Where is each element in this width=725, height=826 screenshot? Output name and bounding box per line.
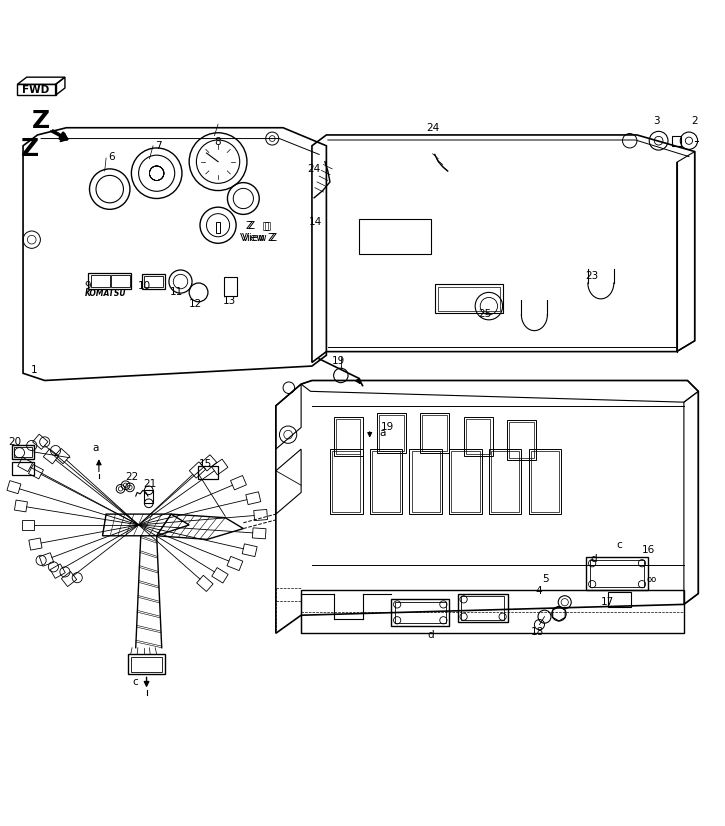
Bar xyxy=(590,560,645,587)
Text: 11: 11 xyxy=(170,287,183,297)
Text: 23: 23 xyxy=(585,271,598,281)
Bar xyxy=(130,657,162,672)
Bar xyxy=(379,415,404,450)
Bar xyxy=(370,449,402,514)
Text: 21: 21 xyxy=(143,479,156,489)
Text: Z: Z xyxy=(32,108,50,132)
Bar xyxy=(463,416,492,456)
Bar xyxy=(420,413,449,453)
Text: Z   视: Z 视 xyxy=(247,221,270,230)
Bar xyxy=(111,275,130,287)
Text: 8: 8 xyxy=(215,137,221,147)
Text: 15: 15 xyxy=(199,458,212,468)
Bar xyxy=(435,284,503,313)
Bar xyxy=(423,415,447,450)
Bar xyxy=(372,451,400,512)
Bar xyxy=(452,451,479,512)
Text: 20: 20 xyxy=(8,437,21,447)
Bar xyxy=(91,275,109,287)
Text: 18: 18 xyxy=(531,627,544,637)
Bar xyxy=(450,449,481,514)
Text: 12: 12 xyxy=(188,299,202,309)
Bar xyxy=(14,447,32,457)
Text: FWD: FWD xyxy=(22,85,50,95)
Text: 13: 13 xyxy=(223,296,236,306)
Bar xyxy=(88,273,131,289)
Text: 16: 16 xyxy=(642,545,655,555)
Bar xyxy=(489,449,521,514)
Text: 24: 24 xyxy=(426,123,439,133)
Text: 6: 6 xyxy=(108,152,115,163)
Text: 10: 10 xyxy=(138,281,151,291)
Bar xyxy=(392,599,450,626)
Bar xyxy=(395,601,446,623)
Bar xyxy=(507,420,536,460)
Bar xyxy=(457,594,508,623)
Text: View Z: View Z xyxy=(242,233,278,243)
Bar xyxy=(332,451,360,512)
Bar xyxy=(12,444,34,459)
Bar xyxy=(359,220,431,254)
Text: 25: 25 xyxy=(478,309,492,319)
Bar xyxy=(198,467,218,479)
Bar xyxy=(491,451,519,512)
Bar xyxy=(410,449,442,514)
Bar xyxy=(587,558,647,590)
Text: a: a xyxy=(379,428,386,439)
Bar xyxy=(216,222,220,233)
Text: 4: 4 xyxy=(535,586,542,596)
Bar xyxy=(334,416,362,456)
Bar xyxy=(460,596,504,620)
Bar xyxy=(224,278,237,296)
Text: 9: 9 xyxy=(84,281,91,291)
Text: Z: Z xyxy=(21,137,39,161)
Text: d: d xyxy=(427,629,434,639)
Bar xyxy=(608,592,631,606)
Text: oo: oo xyxy=(646,575,657,584)
Text: 3: 3 xyxy=(653,116,660,126)
Text: 5: 5 xyxy=(542,574,549,584)
Text: 19: 19 xyxy=(381,422,394,433)
Bar xyxy=(128,654,165,675)
Bar xyxy=(509,422,534,458)
Text: 22: 22 xyxy=(125,472,138,482)
Bar xyxy=(144,277,163,287)
Bar xyxy=(465,419,490,454)
Text: KOMATSU: KOMATSU xyxy=(86,289,127,298)
Text: 14: 14 xyxy=(309,216,322,226)
Bar xyxy=(377,413,406,453)
Text: a: a xyxy=(92,443,99,453)
Bar xyxy=(144,491,153,503)
Bar xyxy=(330,449,362,514)
Text: View Z: View Z xyxy=(240,233,276,243)
Text: 24: 24 xyxy=(307,164,320,174)
Text: c: c xyxy=(132,676,138,686)
Text: 7: 7 xyxy=(156,140,162,151)
Bar xyxy=(439,287,500,311)
Text: Z   視: Z 視 xyxy=(249,221,271,230)
Bar xyxy=(529,449,561,514)
Bar xyxy=(12,462,34,475)
Text: 17: 17 xyxy=(601,597,614,607)
Bar xyxy=(671,135,681,145)
Text: d: d xyxy=(590,554,597,564)
Bar xyxy=(336,419,360,454)
Text: c: c xyxy=(617,540,623,550)
Bar xyxy=(531,451,559,512)
Text: 2: 2 xyxy=(692,116,698,126)
Text: 1: 1 xyxy=(30,364,37,375)
Text: 19: 19 xyxy=(331,356,344,366)
Bar xyxy=(142,274,165,289)
Bar xyxy=(412,451,440,512)
